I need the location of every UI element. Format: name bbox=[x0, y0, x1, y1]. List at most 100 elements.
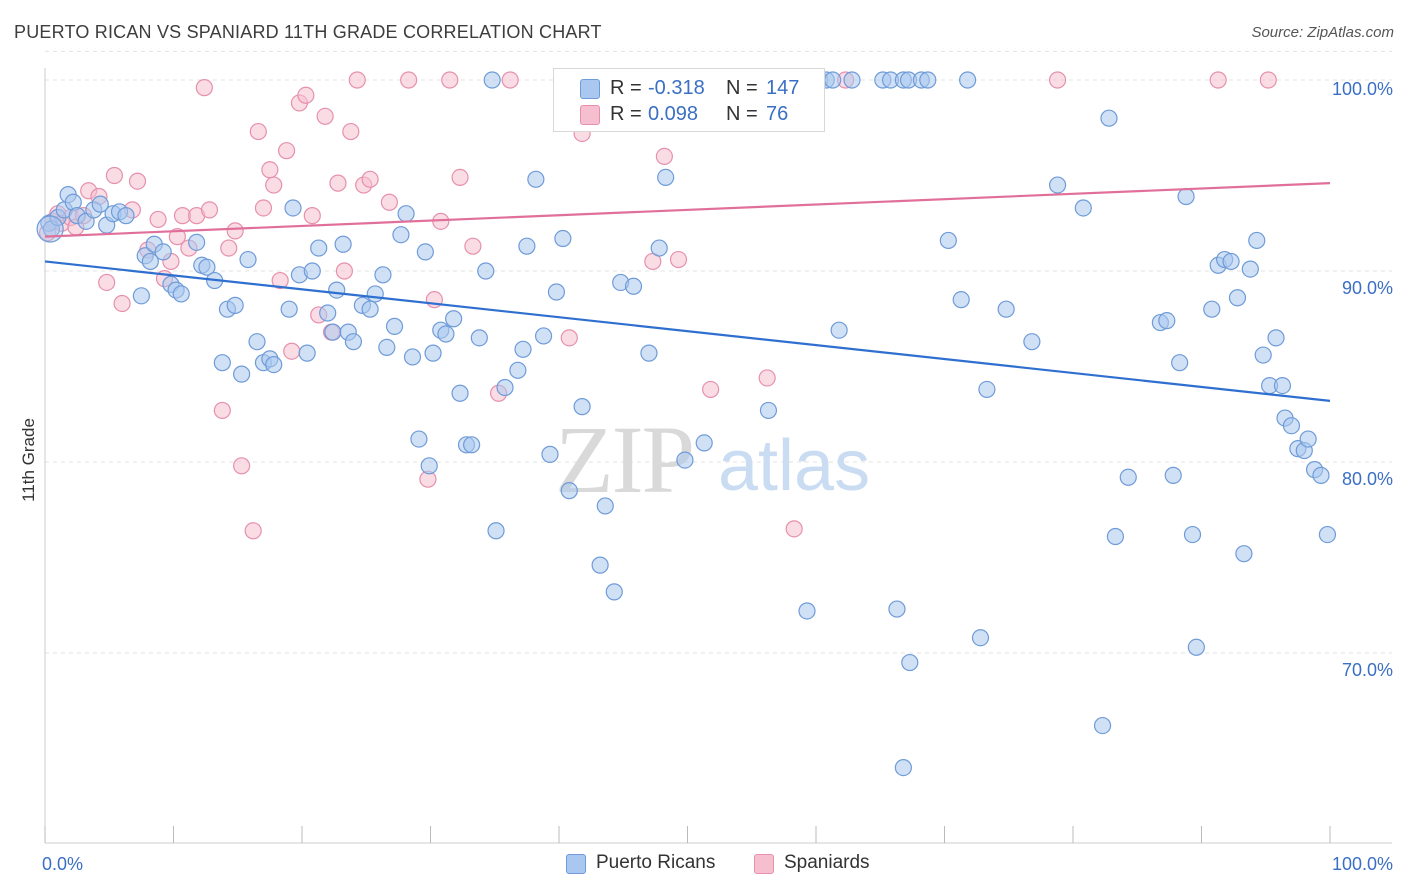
data-point bbox=[98, 273, 116, 292]
data-point bbox=[154, 243, 172, 261]
data-point bbox=[141, 252, 159, 271]
data-point bbox=[894, 758, 912, 777]
data-point bbox=[560, 482, 578, 500]
tick-labels: 70.0% 80.0% 90.0% 100.0% 0.0% 100.0% bbox=[42, 79, 1393, 874]
data-point bbox=[1177, 187, 1195, 206]
legend-swatch-blue bbox=[580, 79, 600, 99]
legend-label-puerto-ricans: Puerto Ricans bbox=[596, 852, 716, 873]
data-point bbox=[265, 355, 283, 374]
legend-n-value: 76 bbox=[766, 103, 789, 125]
data-point bbox=[624, 277, 643, 295]
data-point bbox=[344, 333, 362, 351]
data-point bbox=[1241, 260, 1259, 278]
data-point bbox=[1228, 289, 1247, 307]
y-tick-label: 100.0% bbox=[1332, 79, 1393, 99]
data-point bbox=[487, 522, 505, 540]
data-point bbox=[342, 122, 360, 141]
data-point bbox=[501, 71, 519, 89]
data-point bbox=[198, 258, 216, 276]
data-point bbox=[463, 436, 481, 454]
data-point bbox=[591, 556, 609, 574]
data-point bbox=[695, 434, 713, 452]
data-point bbox=[901, 653, 919, 672]
data-point bbox=[758, 369, 776, 387]
data-point bbox=[329, 174, 347, 192]
data-point bbox=[226, 222, 244, 240]
data-point bbox=[843, 71, 861, 89]
chart-title: PUERTO RICAN VS SPANIARD 11TH GRADE CORR… bbox=[14, 22, 602, 42]
data-point bbox=[284, 199, 302, 217]
data-point bbox=[1183, 525, 1202, 544]
data-point bbox=[319, 304, 337, 322]
data-point bbox=[298, 344, 316, 362]
data-point bbox=[573, 398, 591, 416]
data-point bbox=[335, 262, 354, 280]
legend-r-label: R = bbox=[610, 77, 642, 99]
data-point bbox=[997, 300, 1015, 318]
data-point bbox=[959, 71, 977, 89]
data-point bbox=[132, 287, 150, 305]
data-point bbox=[366, 285, 384, 303]
data-point bbox=[1267, 329, 1285, 347]
data-point bbox=[1222, 252, 1240, 271]
trend-line-spaniards bbox=[44, 182, 1331, 238]
data-point bbox=[316, 107, 334, 125]
data-point bbox=[195, 79, 213, 97]
data-point bbox=[1299, 430, 1317, 448]
data-point bbox=[233, 457, 251, 475]
data-point bbox=[1273, 377, 1292, 395]
data-point bbox=[117, 207, 135, 225]
data-point bbox=[324, 323, 342, 341]
source-label: Source: ZipAtlas.com bbox=[1251, 24, 1394, 41]
watermark-atlas: atlas bbox=[718, 426, 870, 506]
data-point bbox=[254, 199, 273, 217]
data-point bbox=[1100, 109, 1118, 127]
data-point bbox=[128, 172, 147, 190]
legend-swatch-blue bbox=[566, 854, 586, 874]
data-point bbox=[265, 176, 283, 194]
data-point bbox=[919, 71, 937, 89]
data-point bbox=[1048, 176, 1067, 194]
gridlines bbox=[45, 50, 1392, 654]
data-point-cluster bbox=[36, 215, 64, 243]
data-point bbox=[105, 166, 123, 185]
data-point bbox=[888, 600, 906, 618]
data-point bbox=[437, 325, 455, 343]
data-point bbox=[527, 170, 545, 188]
trend-line-puerto-ricans bbox=[44, 260, 1331, 402]
data-point bbox=[1074, 199, 1092, 217]
data-point bbox=[392, 226, 410, 244]
data-point bbox=[1119, 468, 1137, 486]
data-point bbox=[605, 583, 623, 601]
axes bbox=[44, 68, 1392, 844]
data-point bbox=[283, 342, 301, 360]
trend-lines bbox=[44, 182, 1331, 402]
data-point bbox=[971, 629, 990, 647]
data-point bbox=[640, 344, 658, 362]
data-point bbox=[464, 237, 482, 255]
data-point bbox=[416, 243, 434, 261]
data-point bbox=[514, 340, 532, 358]
data-point bbox=[509, 361, 527, 379]
data-point bbox=[441, 71, 459, 89]
stats-legend: R = -0.318 N = 147 R = 0.098 N = 76 bbox=[553, 68, 825, 132]
y-tick-label: 80.0% bbox=[1342, 469, 1393, 489]
data-point bbox=[1171, 354, 1189, 372]
watermark-zip: ZIP bbox=[555, 406, 693, 513]
data-point bbox=[334, 235, 352, 253]
data-point bbox=[249, 122, 267, 141]
data-point bbox=[477, 262, 495, 280]
legend-n-label: N = bbox=[726, 103, 758, 125]
data-point bbox=[297, 86, 315, 104]
data-point bbox=[1158, 312, 1176, 330]
data-point bbox=[149, 210, 167, 229]
data-point bbox=[1023, 333, 1041, 351]
data-point bbox=[1106, 527, 1125, 546]
data-point bbox=[403, 348, 422, 366]
data-point bbox=[213, 401, 231, 420]
legend-label-spaniards: Spaniards bbox=[784, 852, 870, 873]
data-point bbox=[596, 497, 614, 515]
y-axis-label: 11th Grade bbox=[19, 418, 38, 502]
data-point bbox=[655, 147, 673, 165]
x-tick-label: 100.0% bbox=[1332, 854, 1393, 874]
